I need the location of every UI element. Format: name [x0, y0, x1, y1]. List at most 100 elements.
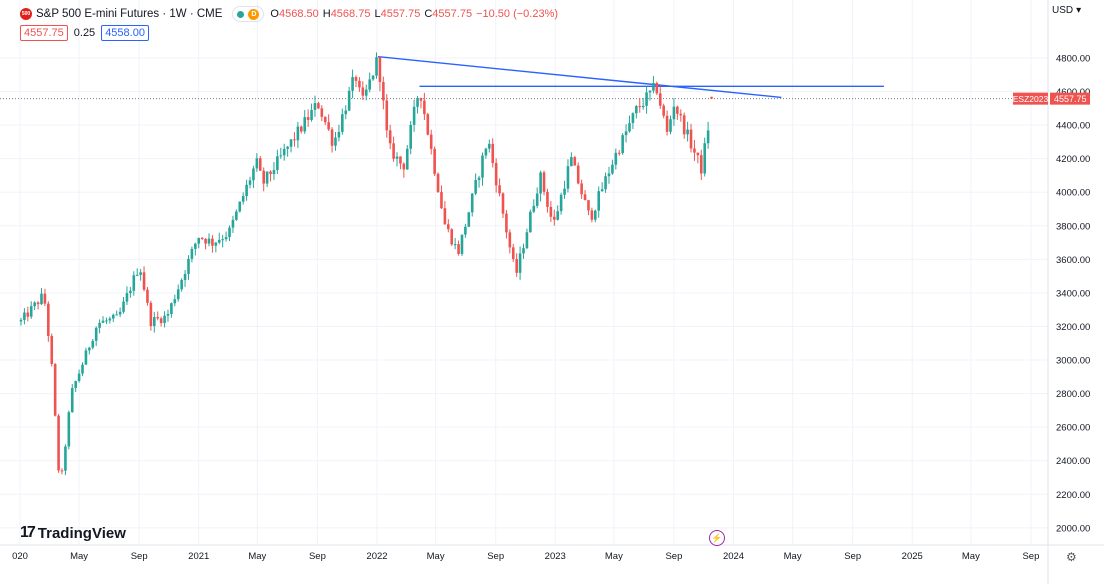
candle-body: [207, 238, 211, 244]
candle-body: [132, 275, 136, 291]
candle-body: [74, 381, 77, 389]
candle-body: [580, 183, 583, 195]
candle-body: [443, 208, 447, 225]
candle-body: [474, 179, 477, 194]
market-open-icon: [237, 10, 245, 18]
candle-body: [47, 303, 50, 336]
candle-body: [330, 129, 334, 146]
candle-body: [255, 158, 259, 169]
candle-body: [289, 139, 293, 147]
time-tick-label: Sep: [487, 551, 504, 562]
candle-body: [118, 311, 122, 315]
chevron-down-icon: ▾: [1076, 5, 1082, 16]
candle-body: [293, 139, 296, 141]
candle-body: [429, 134, 433, 149]
candle-body: [382, 81, 385, 101]
candle-body: [638, 106, 642, 108]
candle-body: [296, 126, 300, 141]
sell-price-button[interactable]: 4557.75: [20, 25, 68, 41]
candle-body: [197, 237, 201, 244]
candle-body: [238, 201, 242, 212]
candle-body: [488, 143, 491, 149]
candle-body: [269, 171, 272, 174]
trendline[interactable]: [377, 55, 782, 99]
candle-body: [570, 157, 573, 167]
price-tick-label: 4800.00: [1056, 54, 1090, 65]
candle-body: [412, 106, 416, 125]
candle-body: [94, 327, 98, 341]
candle-body: [484, 148, 488, 156]
candle-body: [665, 115, 669, 132]
candle-body: [491, 143, 495, 164]
currency-label: USD: [1052, 5, 1074, 16]
candle-body: [693, 148, 696, 153]
candle-body: [501, 193, 505, 214]
lightning-icon[interactable]: ⚡: [709, 530, 725, 546]
candle-body: [180, 279, 183, 290]
time-tick-label: May: [784, 551, 802, 562]
candle-body: [149, 302, 153, 327]
candle-body: [105, 320, 108, 322]
candle-body: [662, 105, 665, 116]
candle-body: [635, 106, 638, 114]
time-tick-label: 2023: [545, 551, 566, 562]
candle-body: [224, 237, 228, 240]
candle-body: [228, 227, 231, 238]
candle-body: [70, 388, 74, 413]
candle-body: [57, 415, 60, 471]
price-tick-label: 2600.00: [1056, 423, 1090, 434]
candle-body: [652, 83, 655, 91]
candle-body: [405, 148, 409, 170]
candle-body: [470, 193, 474, 213]
buy-price-button[interactable]: 4558.00: [101, 25, 149, 41]
candle-body: [508, 232, 512, 248]
status-pill[interactable]: D: [232, 6, 265, 22]
candle-body: [686, 129, 689, 135]
candle-body: [36, 302, 40, 305]
candle-body: [43, 293, 47, 304]
candle-body: [450, 229, 454, 245]
candle-body: [600, 189, 604, 192]
candle-body: [276, 156, 279, 171]
candle-body: [344, 110, 348, 115]
gear-icon[interactable]: ⚙: [1066, 550, 1077, 564]
time-tick-label: Sep: [665, 551, 682, 562]
delayed-data-icon: D: [248, 8, 260, 20]
candle-body: [576, 165, 580, 184]
candle-body: [173, 299, 177, 304]
symbol-logo-icon[interactable]: 500: [20, 8, 32, 20]
candle-body: [252, 168, 255, 181]
candle-body: [84, 350, 88, 365]
ohlc-low: L4557.75: [374, 8, 421, 20]
candle-body: [604, 176, 607, 190]
time-tick-label: May: [70, 551, 88, 562]
price-tick-label: 3400.00: [1056, 288, 1090, 299]
candle-body: [511, 247, 515, 260]
candle-body: [265, 171, 269, 184]
candle-body: [23, 312, 26, 320]
candle-body: [689, 129, 693, 149]
candle-body: [334, 137, 337, 146]
candle-body: [703, 143, 706, 174]
candle-body: [217, 240, 221, 243]
candle-body: [426, 114, 430, 135]
symbol-title[interactable]: S&P 500 E-mini Futures · 1W · CME: [36, 8, 223, 20]
time-axis: 020 May Sep 2021 May Sep 2022 May Sep 2023 May Sep 2…: [0, 544, 1104, 562]
candle-body: [77, 373, 81, 382]
tradingview-watermark[interactable]: 17 TradingView: [20, 524, 126, 542]
candle-body: [286, 146, 289, 149]
candle-body: [546, 191, 549, 207]
price-tick-label: 4600.00: [1056, 87, 1090, 98]
candle-body: [525, 232, 529, 249]
drawing-layer: [0, 55, 1048, 100]
candle-body: [81, 364, 84, 374]
currency-selector[interactable]: USD ▾: [1052, 5, 1082, 16]
candle-body: [91, 340, 95, 348]
candle-body: [518, 253, 522, 273]
candle-body: [505, 213, 508, 233]
candles-layer: [19, 52, 713, 476]
ohlc-open: O4568.50: [270, 8, 319, 20]
candle-body: [556, 211, 559, 220]
candle-body: [498, 185, 501, 194]
